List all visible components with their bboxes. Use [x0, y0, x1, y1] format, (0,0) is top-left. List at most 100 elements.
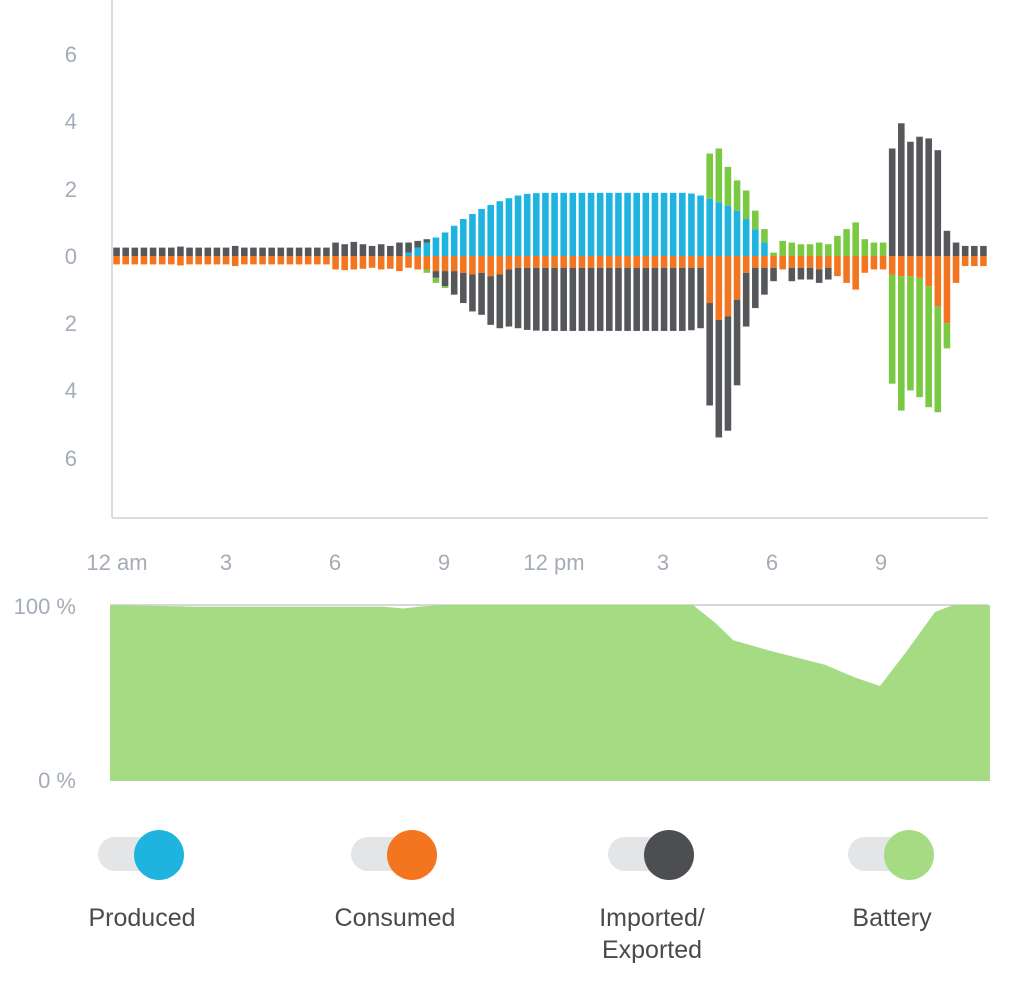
bar-consumed — [195, 256, 202, 265]
bar-produced — [487, 204, 494, 256]
bar-imported-exported — [496, 274, 504, 329]
bar-consumed — [122, 256, 129, 265]
bar-imported-exported — [980, 245, 987, 256]
bar-consumed — [934, 256, 942, 307]
bar-battery — [943, 323, 951, 349]
bar-imported-exported — [286, 247, 294, 256]
y-tick-label: 0 — [65, 244, 77, 269]
bar-battery — [898, 276, 905, 411]
bar-imported-exported — [131, 247, 139, 256]
y-tick-label-100: 100 % — [14, 594, 76, 619]
bar-produced — [542, 192, 549, 256]
bar-consumed — [450, 256, 458, 272]
bar-produced — [761, 242, 768, 256]
bar-produced — [533, 193, 540, 256]
bar-produced — [496, 201, 504, 256]
toggle-knob — [387, 830, 437, 880]
bar-consumed — [177, 256, 184, 266]
bar-imported-exported — [523, 267, 531, 330]
bar-consumed — [533, 256, 540, 268]
y-tick-label: 2 — [65, 177, 77, 202]
bar-imported-exported — [971, 245, 978, 256]
bar-imported-exported — [323, 247, 330, 256]
bar-produced — [679, 192, 686, 256]
bar-consumed — [368, 256, 376, 268]
bar-battery — [925, 286, 932, 408]
bar-consumed — [606, 256, 613, 268]
bar-consumed — [952, 256, 960, 283]
bar-produced — [423, 242, 431, 256]
bar-imported-exported — [304, 247, 312, 256]
y-tick-label: 6 — [65, 446, 77, 471]
bar-imported-exported — [469, 274, 476, 312]
bar-imported-exported — [770, 267, 777, 282]
bar-consumed — [387, 256, 394, 269]
bar-imported-exported — [231, 245, 239, 256]
produced-toggle[interactable] — [94, 828, 190, 882]
bar-imported-exported — [642, 267, 650, 331]
battery-toggle[interactable] — [844, 828, 940, 882]
bar-imported-exported — [396, 242, 403, 256]
energy-bars — [113, 123, 987, 438]
legend-label-line-2: Exported — [601, 936, 703, 964]
legend-label: Consumed — [334, 904, 456, 932]
bar-consumed — [679, 256, 686, 268]
bar-battery — [879, 242, 887, 256]
bar-produced — [615, 192, 622, 256]
bar-consumed — [797, 256, 805, 268]
legend-item-battery[interactable]: Battery — [782, 828, 1002, 934]
bar-consumed — [888, 256, 896, 275]
bar-produced — [569, 192, 577, 256]
x-tick-label: 12 pm — [523, 550, 584, 575]
bar-imported-exported — [551, 267, 558, 331]
bar-produced — [660, 192, 668, 256]
bar-battery — [706, 153, 713, 199]
bar-consumed — [295, 256, 303, 265]
bar-consumed — [432, 256, 440, 272]
consumed-toggle[interactable] — [347, 828, 443, 882]
bar-imported-exported — [460, 272, 467, 304]
bar-consumed — [560, 256, 567, 268]
x-tick-label: 12 am — [86, 550, 147, 575]
bar-imported-exported — [241, 247, 248, 256]
bar-produced — [505, 198, 513, 256]
legend-label: Imported/ Exported — [542, 902, 762, 966]
bar-imported-exported — [888, 148, 896, 256]
bar-consumed — [825, 256, 832, 268]
toggle-knob — [884, 830, 934, 880]
bar-consumed — [304, 256, 312, 265]
bar-imported-exported — [797, 267, 805, 280]
bar-consumed — [633, 256, 640, 268]
bar-battery — [423, 269, 431, 273]
bar-produced — [578, 192, 586, 256]
bar-imported-exported — [122, 247, 129, 256]
bar-imported-exported — [250, 247, 257, 256]
legend-item-imported-exported[interactable]: Imported/ Exported — [542, 828, 762, 966]
bar-imported-exported — [149, 247, 157, 256]
bar-imported-exported — [669, 267, 677, 331]
bar-battery — [724, 166, 732, 206]
bar-produced — [633, 192, 640, 256]
bar-consumed — [669, 256, 677, 268]
bar-imported-exported — [405, 242, 412, 253]
x-tick-label: 3 — [657, 550, 669, 575]
bar-consumed — [943, 256, 951, 324]
bar-produced — [624, 192, 631, 256]
toggle-knob — [134, 830, 184, 880]
bar-imported-exported — [934, 150, 942, 256]
x-tick-label: 6 — [766, 550, 778, 575]
bar-battery — [825, 244, 832, 256]
bar-produced — [432, 237, 440, 256]
bar-imported-exported — [259, 247, 266, 256]
bar-imported-exported — [368, 245, 376, 256]
bar-consumed — [314, 256, 321, 265]
legend-item-produced[interactable]: Produced — [32, 828, 252, 934]
legend-label-line-1: Imported/ — [599, 904, 705, 932]
imported-exported-toggle[interactable] — [604, 828, 700, 882]
legend-item-consumed[interactable]: Consumed — [285, 828, 505, 934]
bar-imported-exported — [569, 267, 577, 331]
bar-consumed — [487, 256, 494, 277]
bar-imported-exported — [505, 269, 513, 327]
bar-imported-exported — [423, 239, 431, 243]
bar-consumed — [742, 256, 750, 273]
